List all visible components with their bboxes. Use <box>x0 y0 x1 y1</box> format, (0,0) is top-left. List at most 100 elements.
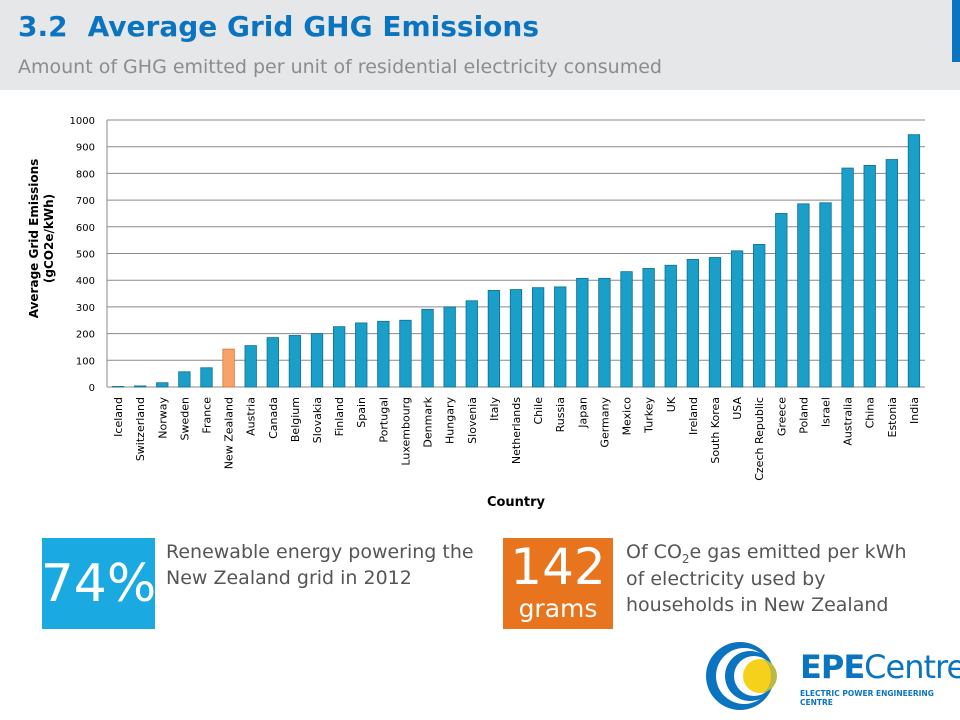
y-tick-label: 100 <box>76 356 95 367</box>
bar-australia <box>841 167 854 388</box>
bar-italy <box>487 289 501 388</box>
bar-netherlands <box>509 289 523 388</box>
x-tick-label: Italy <box>488 397 501 421</box>
x-tick-label: Netherlands <box>510 397 523 464</box>
bar-denmark <box>421 308 434 388</box>
bar-slovenia <box>465 300 478 388</box>
x-tick-label: Iceland <box>112 397 125 437</box>
x-tick-label: Denmark <box>422 396 435 447</box>
title-text: Average Grid GHG Emissions <box>87 10 539 43</box>
bar-norway <box>156 382 169 388</box>
bar-estonia <box>885 159 898 388</box>
x-tick-label: Canada <box>267 397 280 439</box>
x-tick-label: France <box>200 397 213 434</box>
x-tick-label: USA <box>731 397 744 420</box>
bar-finland <box>332 326 346 388</box>
x-tick-label: Switzerland <box>134 397 147 461</box>
logo-tagline: ELECTRIC POWER ENGINEERING CENTRE <box>800 689 934 707</box>
y-tick-label: 0 <box>89 383 95 394</box>
y-tick-label: 600 <box>76 223 95 234</box>
bar-israel <box>819 202 832 388</box>
bar-hungary <box>443 306 456 388</box>
x-tick-label: Chile <box>532 397 545 425</box>
renewable-stat-text: Renewable energy powering the New Zealan… <box>166 541 474 589</box>
x-labels-layer: Iceland Switzerland Norway Sweden France New … <box>112 396 921 481</box>
x-tick-label: Russia <box>554 397 567 432</box>
logo-mark-icon <box>706 642 777 710</box>
x-tick-label: Luxembourg <box>399 397 412 466</box>
header-bar: 3.2 Average Grid GHG Emissions Amount of… <box>0 0 960 90</box>
bar-japan <box>576 277 589 388</box>
x-tick-label: Australia <box>842 397 855 446</box>
x-tick-label: Finland <box>333 397 346 436</box>
bars-layer <box>111 134 921 388</box>
y-axis-label: Average Grid Emissions(gCO2e/kWh) <box>27 159 56 319</box>
bar-germany <box>598 277 611 388</box>
x-tick-label: UK <box>665 396 678 412</box>
bar-greece <box>775 213 788 388</box>
x-tick-label: Germany <box>598 397 611 448</box>
y-tick-label: 800 <box>76 169 95 180</box>
x-tick-label: Poland <box>797 397 810 434</box>
emissions-bar-chart: 0 100 200 300 400 500 600 700 800 900 1000 Iceland… <box>27 116 925 510</box>
x-tick-label: Portugal <box>377 397 390 443</box>
y-tick-label: 1000 <box>70 116 95 127</box>
bar-spain <box>355 322 368 388</box>
header-accent-bar <box>952 0 960 62</box>
y-tick-label: 200 <box>76 330 95 341</box>
bar-slovakia <box>310 333 324 388</box>
bar-new-zealand <box>222 348 235 388</box>
bar-canada <box>266 337 279 388</box>
emissions-stat-text: Of CO2e gas emitted per kWh of electrici… <box>626 541 907 616</box>
x-axis-label: Country <box>487 495 546 510</box>
epecentre-logo: EPECentre ELECTRIC POWER ENGINEERING CEN… <box>700 636 960 716</box>
bar-russia <box>554 286 567 388</box>
x-tick-label: South Korea <box>709 397 722 464</box>
bar-south-korea <box>708 257 722 388</box>
x-tick-label: India <box>908 397 921 424</box>
bar-belgium <box>288 335 302 388</box>
bar-chile <box>531 287 545 388</box>
page-title: 3.2 Average Grid GHG Emissions <box>18 10 539 43</box>
x-tick-label: China <box>864 397 877 428</box>
x-tick-label: Estonia <box>886 397 899 438</box>
x-tick-label: New Zealand <box>223 397 236 469</box>
bar-india <box>907 134 921 388</box>
x-tick-label: Belgium <box>289 397 302 442</box>
x-tick-label: Slovenia <box>466 397 479 444</box>
bar-france <box>200 367 213 388</box>
renewable-percent: 74% <box>40 553 157 614</box>
x-tick-label: Greece <box>775 397 788 436</box>
y-tick-label: 300 <box>76 303 95 314</box>
bar-czech-republic <box>753 244 766 388</box>
bar-austria <box>244 345 257 388</box>
x-tick-label: Mexico <box>621 397 634 436</box>
x-tick-label: Hungary <box>444 397 457 444</box>
x-tick-label: Czech Republic <box>753 397 766 481</box>
bar-usa <box>730 250 744 388</box>
x-tick-label: Turkey <box>643 397 656 434</box>
bar-mexico <box>620 271 633 388</box>
emissions-unit: grams <box>518 594 598 623</box>
bar-switzerland <box>134 385 147 388</box>
bar-iceland <box>111 386 125 388</box>
ticks-layer: 0 100 200 300 400 500 600 700 800 900 1000 <box>70 116 95 394</box>
y-tick-label: 700 <box>76 196 95 207</box>
y-tick-label: 400 <box>76 276 95 287</box>
emissions-stat-box: 142 grams <box>503 538 613 629</box>
x-tick-label: Japan <box>576 397 589 429</box>
bar-sweden <box>178 371 191 388</box>
x-tick-label: Austria <box>245 397 258 436</box>
grid-layer <box>106 119 925 388</box>
renewable-stat-box: 74% <box>40 538 157 629</box>
x-tick-label: Sweden <box>178 397 191 440</box>
y-tick-label: 900 <box>76 143 95 154</box>
y-tick-label: 500 <box>76 250 95 261</box>
x-tick-label: Spain <box>355 397 368 428</box>
bar-uk <box>664 264 677 388</box>
page-subtitle: Amount of GHG emitted per unit of reside… <box>18 56 662 78</box>
x-tick-label: Norway <box>156 397 169 439</box>
bar-luxembourg <box>399 319 412 388</box>
x-tick-label: Ireland <box>687 397 700 435</box>
bar-poland <box>797 203 810 388</box>
